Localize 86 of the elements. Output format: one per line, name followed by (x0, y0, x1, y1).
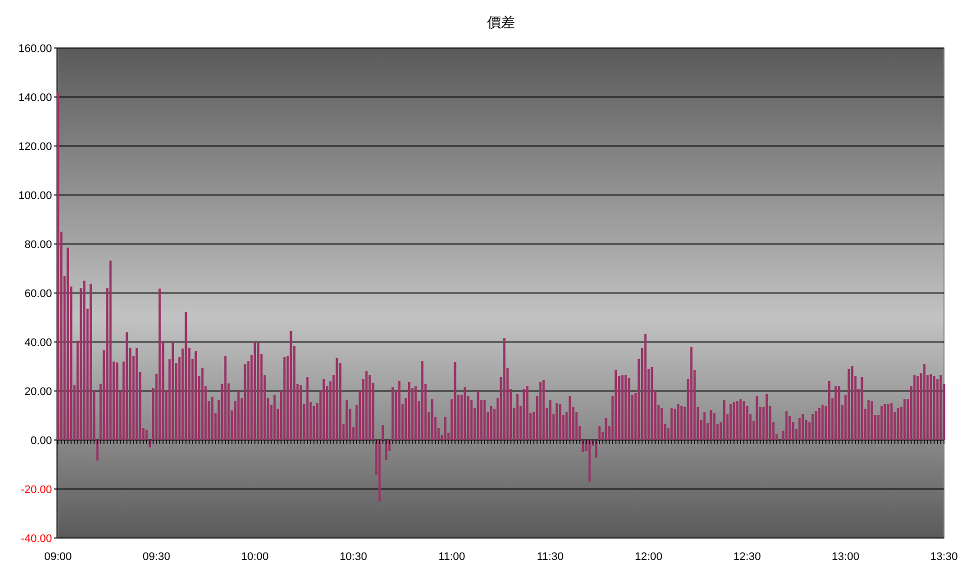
y-tick-label: -40.00 (20, 533, 52, 545)
bar (870, 401, 873, 440)
x-tick-label: 11:30 (536, 551, 564, 563)
bar (930, 374, 932, 440)
bar (923, 364, 926, 440)
bar (549, 400, 552, 440)
bar (306, 377, 309, 440)
bar (828, 380, 830, 440)
bar (83, 280, 86, 440)
y-tick-label: 40.00 (24, 337, 52, 349)
bar (300, 385, 302, 440)
bar (766, 394, 768, 440)
bar (158, 288, 161, 440)
bar (96, 440, 99, 461)
y-tick-label: 160.00 (18, 43, 52, 55)
y-tick-label: -20.00 (20, 484, 52, 496)
bar (850, 366, 854, 440)
x-tick-label: 10:00 (241, 551, 269, 563)
bar (677, 404, 680, 440)
bar (526, 386, 528, 440)
x-tick-label: 09:00 (44, 551, 72, 563)
bar (644, 334, 647, 440)
bar (624, 375, 627, 440)
bar (503, 338, 506, 440)
bar (66, 248, 69, 440)
bar (880, 406, 883, 440)
x-tick-label: 13:30 (930, 551, 958, 563)
bar (172, 342, 174, 440)
bar (736, 401, 738, 440)
y-tick-label: 140.00 (18, 92, 52, 104)
bar (444, 416, 446, 440)
bar (211, 396, 214, 440)
y-tick-label: 60.00 (24, 288, 52, 300)
bar (398, 380, 400, 440)
bar (670, 408, 673, 440)
x-tick-label: 13:00 (832, 551, 860, 563)
bar (933, 376, 936, 440)
bar (257, 342, 260, 440)
bar (224, 356, 227, 440)
x-tick-label: 12:00 (634, 551, 662, 563)
y-tick-label: 20.00 (24, 386, 52, 398)
bar (798, 418, 801, 440)
bar (556, 403, 558, 440)
bar (408, 382, 410, 440)
bar (368, 375, 371, 440)
x-tick-label: 10:30 (340, 551, 368, 563)
bar (414, 386, 417, 440)
x-tick-label: 12:30 (733, 551, 761, 563)
bar (385, 440, 388, 460)
bar (539, 382, 542, 440)
bar (542, 380, 545, 440)
y-tick-label: 80.00 (24, 239, 52, 251)
bar (660, 408, 663, 440)
bar (848, 368, 850, 440)
bar (834, 386, 837, 440)
bar (322, 378, 325, 440)
bar (713, 413, 716, 440)
bar (421, 361, 424, 440)
bar (136, 348, 138, 440)
bar (690, 346, 692, 440)
y-tick-label: 0.00 (30, 435, 52, 447)
x-tick-label: 11:00 (438, 551, 466, 563)
bar (730, 404, 732, 440)
bar (346, 400, 348, 440)
y-tick-label: 120.00 (18, 141, 52, 153)
bar (614, 370, 617, 440)
bar (382, 425, 384, 440)
bar (201, 368, 204, 440)
bar (916, 376, 919, 440)
bar (392, 387, 394, 440)
bar (887, 404, 890, 440)
bar (812, 414, 814, 440)
bar (802, 414, 804, 440)
bar (254, 342, 256, 440)
bar (742, 401, 745, 440)
x-tick-label: 09:30 (142, 551, 170, 563)
y-tick-label: 100.00 (18, 190, 52, 202)
bar (903, 399, 906, 440)
bar (940, 375, 942, 440)
bar (595, 440, 598, 458)
bar (722, 400, 726, 440)
bar (818, 408, 820, 440)
bar (490, 406, 492, 440)
bar (194, 351, 197, 440)
chart-title: 價差 (487, 14, 515, 30)
bar (90, 284, 92, 440)
